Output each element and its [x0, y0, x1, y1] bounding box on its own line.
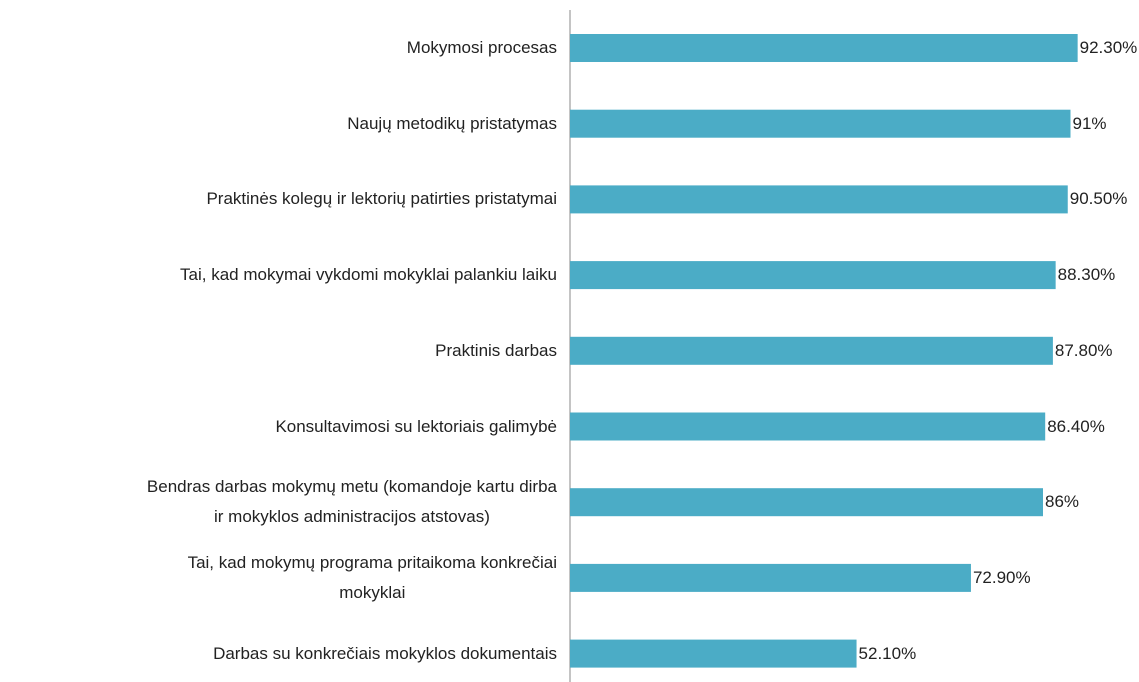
value-label: 86.40%	[1047, 416, 1105, 436]
bar	[570, 34, 1078, 62]
bar	[570, 412, 1046, 441]
category-label: Konsultavimosi su lektoriais galimybė	[275, 416, 557, 436]
bar	[570, 185, 1068, 214]
value-label: 88.30%	[1057, 265, 1116, 285]
value-label: 91%	[1072, 113, 1107, 133]
category-label: Darbas su konkrečiais mokyklos dokumenta…	[213, 643, 557, 663]
category-label: Tai, kad mokymai vykdomi mokyklai palank…	[180, 265, 557, 285]
category-label: Naujų metodikų pristatymas	[347, 113, 557, 133]
category-label: Praktinės kolegų ir lektorių patirties p…	[206, 189, 557, 209]
bar	[570, 109, 1071, 138]
bar	[570, 563, 971, 592]
bar	[570, 261, 1056, 290]
value-label: 90.50%	[1069, 189, 1128, 209]
value-label: 86%	[1045, 492, 1080, 512]
value-label: 87.80%	[1054, 340, 1113, 360]
bar	[570, 336, 1053, 365]
bar	[570, 488, 1043, 517]
value-label: 92.30%	[1079, 38, 1138, 57]
category-label: Mokymosi procesas	[406, 38, 557, 57]
value-label: 72.90%	[972, 567, 1031, 587]
bar	[570, 639, 857, 668]
value-label: 52.10%	[858, 643, 917, 663]
category-label: Praktinis darbas	[435, 340, 557, 360]
category-label: Tai, kad mokymų programa pritaikoma konk…	[187, 552, 557, 602]
category-label: Bendras darbas mokymų metu (komandoje ka…	[146, 477, 557, 527]
